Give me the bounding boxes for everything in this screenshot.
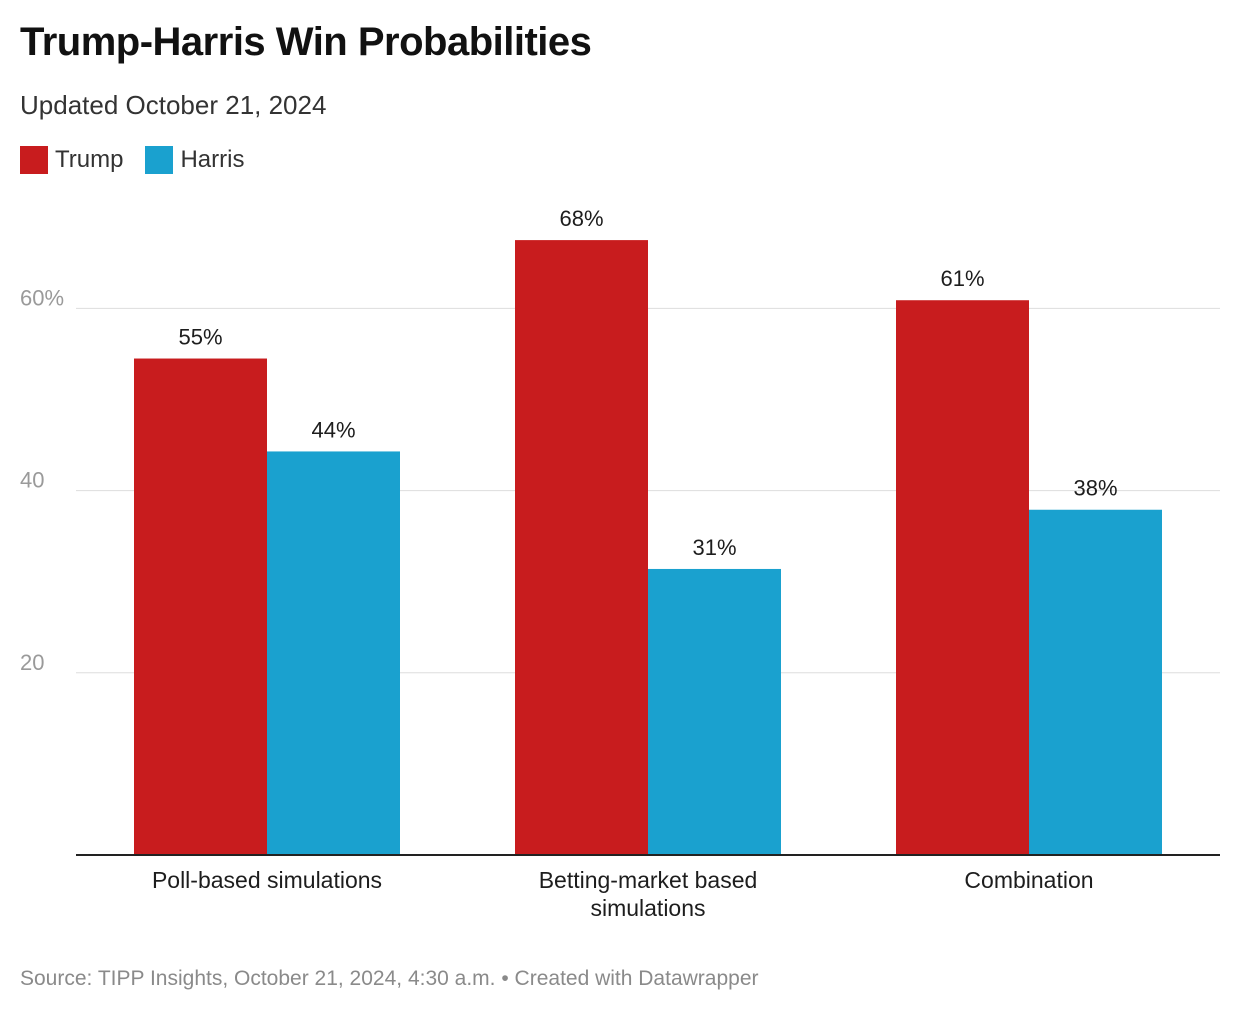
y-tick-label-20: 20 (20, 650, 44, 675)
category-label-0-0: Poll-based simulations (152, 867, 382, 893)
legend: Trump Harris (20, 146, 266, 174)
legend-swatch-harris (145, 146, 174, 174)
y-tick-label-40: 40 (20, 468, 44, 493)
legend-label-trump: Trump (55, 146, 124, 173)
bar-trump-0 (134, 358, 267, 855)
chart-subtitle: Updated October 21, 2024 (20, 90, 327, 120)
bar-harris-2 (1029, 509, 1162, 855)
legend-swatch-trump (20, 146, 48, 174)
value-label-harris-0: 44% (311, 417, 355, 442)
value-label-trump-2: 61% (940, 266, 984, 291)
value-label-trump-1: 68% (559, 206, 603, 231)
bar-harris-0 (267, 451, 400, 855)
footer: Source: TIPP Insights, October 21, 2024,… (20, 967, 759, 991)
y-tick-label-60: 60% (20, 285, 64, 310)
bar-harris-1 (648, 568, 781, 855)
chart-title: Trump-Harris Win Probabilities (20, 20, 592, 64)
bar-trump-2 (896, 300, 1029, 855)
footer-separator: • (501, 967, 509, 990)
legend-item-harris: Harris (145, 146, 244, 174)
legend-item-trump: Trump (20, 146, 123, 174)
legend-label-harris: Harris (180, 146, 245, 173)
category-label-2-0: Combination (964, 867, 1093, 893)
value-label-harris-1: 31% (692, 535, 736, 560)
footer-source: Source: TIPP Insights, October 21, 2024,… (20, 967, 496, 990)
bar-trump-1 (515, 240, 648, 856)
footer-credit: Created with Datawrapper (514, 967, 759, 990)
category-label-1-1: simulations (590, 895, 705, 921)
category-label-1-0: Betting-market based (539, 867, 758, 893)
value-label-harris-2: 38% (1073, 476, 1117, 501)
value-label-trump-0: 55% (178, 325, 222, 350)
